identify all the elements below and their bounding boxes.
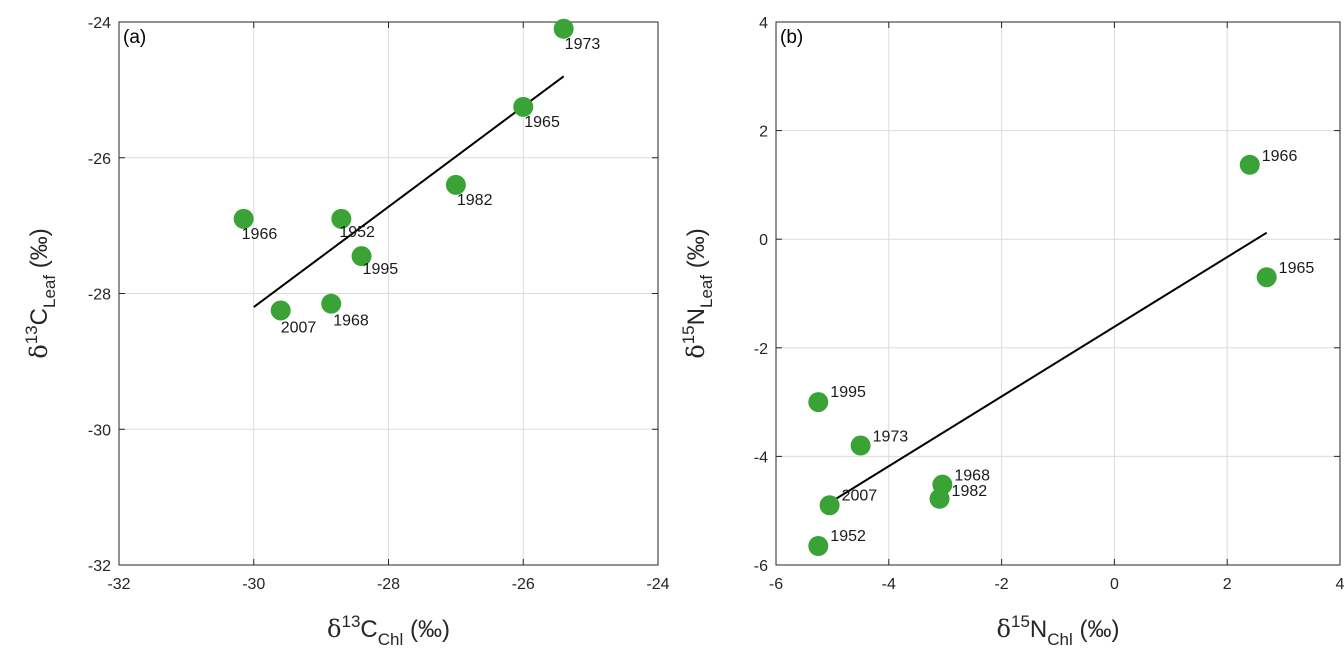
data-point	[270, 300, 291, 321]
y-tick-label: -2	[754, 341, 768, 358]
data-point	[553, 18, 574, 39]
x-tick-label: -28	[377, 576, 400, 593]
regression-line	[253, 75, 565, 308]
x-tick-label: -4	[882, 576, 896, 593]
axes-box	[775, 21, 1341, 566]
data-point	[321, 293, 342, 314]
y-tick-label: -4	[754, 449, 768, 466]
x-tick-label: -30	[242, 576, 265, 593]
point-label: 1973	[565, 36, 601, 53]
y-axis-title: δ13CLeaf (‰)	[22, 228, 59, 358]
data-point	[331, 208, 352, 229]
y-tick-label: -30	[88, 422, 111, 439]
x-tick-label: -6	[769, 576, 783, 593]
point-label: 2007	[842, 487, 878, 504]
point-label: 1965	[524, 114, 560, 131]
data-point	[819, 495, 840, 516]
x-tick-label: -2	[994, 576, 1008, 593]
point-label: 1968	[954, 468, 990, 485]
y-tick-label: -26	[88, 151, 111, 168]
y-tick-label: 4	[759, 15, 768, 32]
x-tick-label: -24	[646, 576, 669, 593]
y-tick-label: -28	[88, 287, 111, 304]
panel-label: (b)	[780, 27, 803, 48]
y-tick-label: -6	[754, 558, 768, 575]
point-label: 1995	[830, 384, 866, 401]
panel-a: -32 -30 -28 -26 -24 -32 -30 -28 -26 -24 (a) 1966 195…	[22, 15, 670, 649]
point-label: 1982	[457, 192, 493, 209]
data-point	[233, 208, 254, 229]
point-label: 1995	[363, 261, 399, 278]
data-point	[351, 246, 372, 267]
data-point	[850, 435, 871, 456]
data-point	[929, 488, 950, 509]
point-label: 1966	[242, 226, 278, 243]
y-tick-label: -24	[88, 15, 111, 32]
point-label: 1968	[333, 313, 369, 330]
x-tick-label: -32	[107, 576, 130, 593]
data-point	[445, 174, 466, 195]
x-axis-title: δ15NChl (‰)	[997, 612, 1120, 649]
data-point	[808, 392, 829, 413]
data-point	[808, 535, 829, 556]
data-point	[1256, 267, 1277, 288]
point-label: 1973	[873, 429, 909, 446]
panel-b: -6 -4 -2 0 2 4 -6 -4 -2 0 2 4 (b) 1966 1965 1995 1973 196…	[679, 15, 1344, 649]
data-point	[513, 96, 534, 117]
point-label: 1965	[1279, 260, 1315, 277]
y-tick-label: -32	[88, 558, 111, 575]
x-tick-label: 0	[1110, 576, 1119, 593]
y-tick-label: 0	[759, 232, 768, 249]
x-axis-title: δ13CChl (‰)	[327, 612, 450, 649]
point-label: 1952	[339, 224, 375, 241]
x-tick-label: 2	[1223, 576, 1232, 593]
y-axis-title: δ15NLeaf (‰)	[679, 228, 716, 358]
plot-area	[776, 22, 1340, 565]
y-tick-label: 2	[759, 124, 768, 141]
point-label: 1952	[830, 528, 866, 545]
x-tick-label: -26	[512, 576, 535, 593]
point-label: 1966	[1262, 148, 1298, 165]
data-point	[1239, 154, 1260, 175]
regression-line	[820, 231, 1268, 509]
point-label: 1982	[952, 483, 988, 500]
panel-label: (a)	[123, 27, 146, 48]
x-tick-label: 4	[1336, 576, 1344, 593]
point-label: 2007	[281, 319, 317, 336]
